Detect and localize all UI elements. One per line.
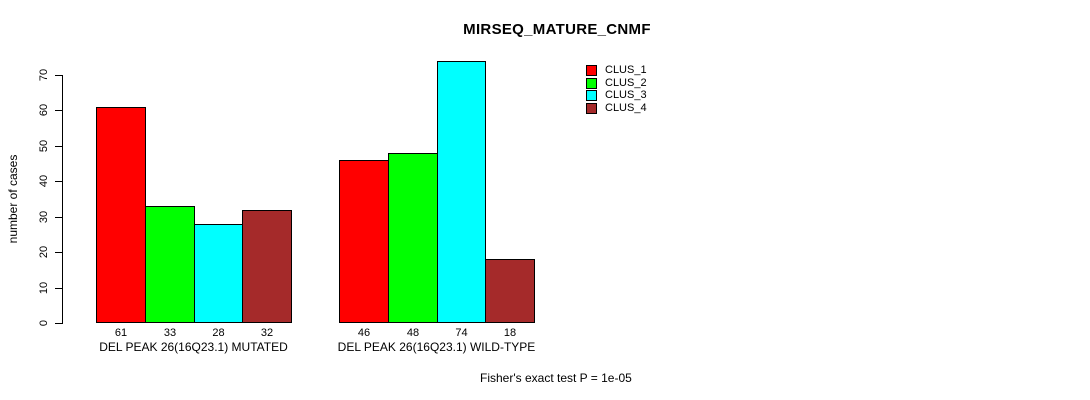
legend-label-clus-2: CLUS_2 bbox=[605, 77, 647, 89]
y-tick bbox=[55, 252, 62, 253]
y-axis-label: number of cases bbox=[6, 154, 20, 244]
legend-label-clus-1: CLUS_1 bbox=[605, 64, 647, 76]
y-tick-label: 10 bbox=[38, 281, 50, 295]
bar-value-label: 61 bbox=[114, 327, 128, 339]
bar-clus-4-group2 bbox=[485, 259, 535, 323]
y-tick-label: 50 bbox=[38, 139, 50, 153]
y-axis-line bbox=[62, 75, 63, 324]
legend-label-clus-4: CLUS_4 bbox=[605, 102, 647, 114]
bar-clus-1-group1 bbox=[96, 107, 146, 323]
y-tick bbox=[55, 181, 62, 182]
category-label: DEL PEAK 26(16Q23.1) MUTATED bbox=[99, 340, 288, 354]
bar-clus-2-group1 bbox=[145, 206, 195, 323]
bar-value-label: 32 bbox=[260, 327, 274, 339]
y-tick bbox=[55, 288, 62, 289]
legend-swatch-clus-4 bbox=[586, 103, 597, 114]
y-tick bbox=[55, 146, 62, 147]
legend-swatch-clus-2 bbox=[586, 78, 597, 89]
bar-clus-4-group1 bbox=[242, 210, 292, 323]
y-tick bbox=[55, 75, 62, 76]
legend-swatch-clus-1 bbox=[586, 65, 597, 76]
y-tick-label: 0 bbox=[38, 319, 50, 327]
bar-value-label: 46 bbox=[357, 327, 371, 339]
y-tick-label: 40 bbox=[38, 174, 50, 188]
bar-value-label: 33 bbox=[163, 327, 177, 339]
legend-swatch-clus-3 bbox=[586, 90, 597, 101]
y-tick-label: 70 bbox=[38, 68, 50, 82]
chart-title: MIRSEQ_MATURE_CNMF bbox=[463, 21, 651, 38]
y-tick bbox=[55, 217, 62, 218]
bar-clus-3-group2 bbox=[437, 61, 486, 323]
y-tick bbox=[55, 110, 62, 111]
bar-clus-1-group2 bbox=[339, 160, 389, 323]
bar-value-label: 18 bbox=[503, 327, 517, 339]
legend-label-clus-3: CLUS_3 bbox=[605, 89, 647, 101]
bar-value-label: 48 bbox=[406, 327, 420, 339]
y-tick bbox=[55, 323, 62, 324]
y-tick-label: 20 bbox=[38, 245, 50, 259]
bar-clus-2-group2 bbox=[388, 153, 438, 323]
bar-clus-3-group1 bbox=[194, 224, 243, 323]
fisher-test-annotation: Fisher's exact test P = 1e-05 bbox=[480, 371, 632, 385]
bar-value-label: 28 bbox=[212, 327, 225, 339]
y-tick-label: 30 bbox=[38, 210, 50, 224]
bar-value-label: 74 bbox=[455, 327, 468, 339]
y-tick-label: 60 bbox=[38, 103, 50, 117]
category-label: DEL PEAK 26(16Q23.1) WILD-TYPE bbox=[337, 340, 536, 354]
